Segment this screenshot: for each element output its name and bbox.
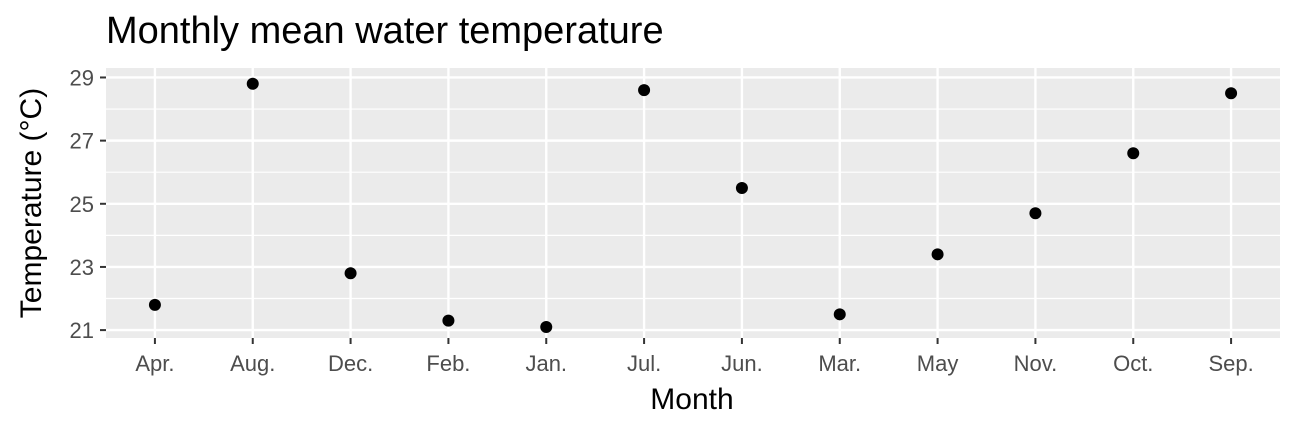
x-tick-label: May — [917, 351, 959, 376]
data-point — [344, 267, 357, 280]
x-tick-label: Apr. — [135, 351, 174, 376]
x-tick-label: Sep. — [1208, 351, 1253, 376]
y-tick-label: 27 — [70, 129, 94, 154]
x-tick-label: Nov. — [1014, 351, 1058, 376]
y-axis-title: Temperature (°C) — [15, 88, 48, 318]
x-tick-label: Oct. — [1113, 351, 1153, 376]
data-point — [638, 84, 651, 97]
x-tick-label: Mar. — [818, 351, 861, 376]
y-tick-label: 23 — [70, 255, 94, 280]
x-tick-label: Dec. — [328, 351, 373, 376]
x-tick-label: Jun. — [721, 351, 763, 376]
data-point — [833, 308, 846, 321]
x-tick-label: Aug. — [230, 351, 275, 376]
y-tick-label: 29 — [70, 65, 94, 90]
x-tick-label: Jan. — [525, 351, 567, 376]
data-point — [148, 298, 161, 311]
y-axis: 21 23 25 27 29 — [70, 65, 106, 343]
grid-lines — [106, 68, 1280, 338]
x-axis: Apr. Aug. Dec. Feb. Jan. Jul. Jun. Mar. May Nov. O… — [135, 338, 1254, 376]
data-points — [148, 77, 1238, 333]
data-point — [931, 248, 944, 261]
data-point — [442, 314, 455, 327]
x-tick-label: Feb. — [426, 351, 470, 376]
data-point — [1225, 87, 1238, 100]
y-tick-label: 25 — [70, 192, 94, 217]
data-point — [246, 77, 259, 90]
x-tick-label: Jul. — [627, 351, 661, 376]
data-point — [540, 320, 553, 333]
data-point — [1127, 147, 1140, 160]
data-point — [1029, 207, 1042, 220]
data-point — [735, 182, 748, 194]
chart-title: Monthly mean water temperature — [106, 10, 664, 52]
y-tick-label: 21 — [70, 318, 94, 343]
x-axis-title: Month — [650, 383, 733, 416]
